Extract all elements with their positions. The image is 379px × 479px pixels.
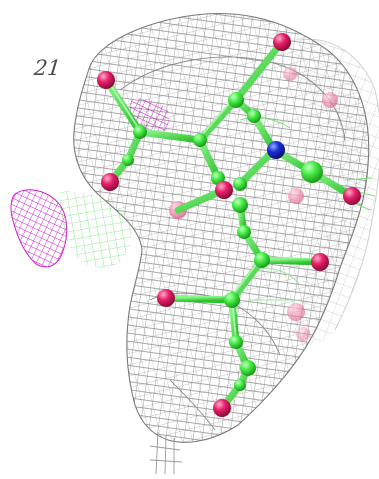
panel-label: 21 <box>32 56 63 80</box>
oxygen-atoms <box>97 33 361 417</box>
nitrogen-atoms <box>267 141 285 159</box>
carbon-atoms <box>122 92 323 391</box>
